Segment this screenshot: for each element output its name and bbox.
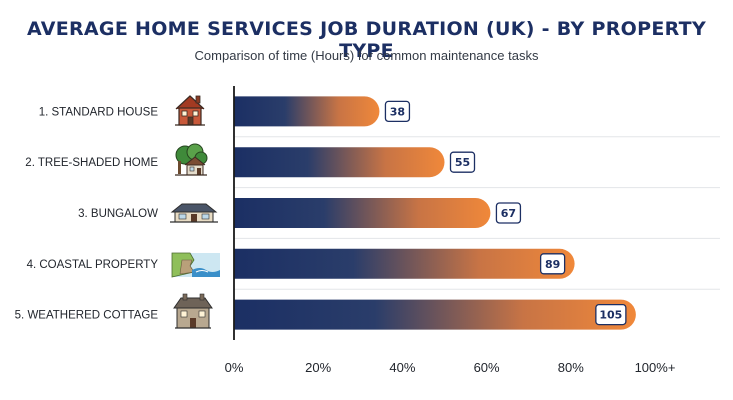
value-label-box	[495, 202, 522, 224]
x-tick-label: 20%	[305, 360, 331, 375]
brick-house-icon	[175, 95, 205, 126]
chart-title: AVERAGE HOME SERVICES JOB DURATION (UK) …	[27, 18, 706, 62]
x-tick-label: 0%	[225, 360, 244, 375]
value-label-box	[595, 303, 627, 326]
value-label: 67	[501, 207, 516, 220]
category-label: 5. WEATHERED COTTAGE	[15, 310, 159, 322]
bar	[234, 299, 636, 330]
x-tick-label: 100%+	[635, 360, 676, 375]
value-label-box	[384, 100, 411, 123]
category-label: 3. BUNGALOW	[78, 208, 158, 220]
value-label-box	[449, 151, 476, 173]
chart-subtitle: Comparison of time (Hours) for common ma…	[194, 48, 539, 63]
value-label: 89	[545, 258, 560, 271]
x-tick-label: 40%	[389, 360, 415, 375]
x-tick-label: 80%	[558, 360, 584, 375]
value-label: 55	[455, 156, 470, 169]
bungalow-icon	[170, 203, 218, 223]
x-tick-label: 60%	[474, 360, 500, 375]
bar	[234, 198, 491, 228]
value-label: 105	[599, 309, 622, 322]
category-label: 4. COASTAL PROPERTY	[27, 259, 159, 271]
category-label: 2. TREE-SHADED HOME	[25, 157, 158, 169]
value-label: 38	[390, 105, 405, 118]
value-label-box	[539, 253, 566, 275]
tree-house-icon	[175, 143, 208, 176]
category-label: 1. STANDARD HOUSE	[39, 106, 159, 118]
coastal-cliff-icon	[171, 252, 220, 278]
bar	[234, 96, 380, 127]
bar	[234, 147, 445, 178]
bar	[234, 248, 575, 279]
stone-cottage-icon	[173, 293, 213, 329]
